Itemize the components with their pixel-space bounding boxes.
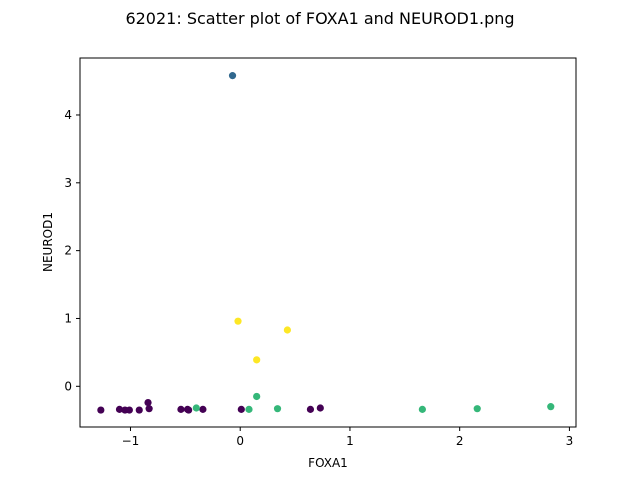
x-tick-label: 0 xyxy=(236,434,244,448)
x-axis-ticks: −1 0 1 2 3 xyxy=(122,427,574,448)
scatter-point xyxy=(234,317,242,325)
y-tick-label: 2 xyxy=(64,244,72,258)
scatter-point xyxy=(97,406,105,414)
scatter-point xyxy=(253,356,261,364)
y-tick-label: 3 xyxy=(64,176,72,190)
x-tick-label: 3 xyxy=(566,434,574,448)
x-tick-label: −1 xyxy=(122,434,140,448)
scatter-point xyxy=(228,72,237,80)
scatter-point xyxy=(547,403,555,411)
scatter-point xyxy=(125,406,133,414)
scatter-point xyxy=(273,405,282,413)
scatter-point xyxy=(177,405,185,413)
points-layer xyxy=(97,72,555,414)
scatter-point xyxy=(473,405,481,413)
x-axis-label: FOXA1 xyxy=(308,456,348,470)
scatter-point xyxy=(316,404,324,412)
scatter-point xyxy=(245,405,253,413)
scatter-point xyxy=(144,398,152,407)
chart-title: 62021: Scatter plot of FOXA1 and NEUROD1… xyxy=(125,9,514,28)
y-tick-label: 0 xyxy=(64,379,72,393)
scatter-point xyxy=(306,405,315,413)
y-tick-label: 4 xyxy=(64,108,72,122)
plot-frame xyxy=(79,57,577,428)
scatter-point xyxy=(418,405,426,413)
x-tick-label: 1 xyxy=(346,434,354,448)
scatter-point xyxy=(115,405,124,413)
scatter-point xyxy=(135,406,143,414)
scatter-point xyxy=(199,405,207,413)
scatter-point xyxy=(283,326,291,334)
scatter-point xyxy=(192,404,200,412)
scatter-point xyxy=(237,405,245,413)
scatter-point xyxy=(145,405,153,413)
y-axis-ticks: 0 1 2 3 4 xyxy=(64,108,80,393)
x-tick-label: 2 xyxy=(456,434,464,448)
scatter-point xyxy=(185,406,193,414)
y-axis-label: NEUROD1 xyxy=(41,212,55,272)
scatter-point xyxy=(253,392,261,401)
y-tick-label: 1 xyxy=(64,311,72,325)
